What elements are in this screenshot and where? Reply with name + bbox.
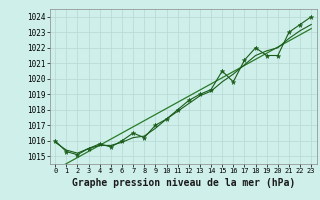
X-axis label: Graphe pression niveau de la mer (hPa): Graphe pression niveau de la mer (hPa) — [72, 178, 295, 188]
